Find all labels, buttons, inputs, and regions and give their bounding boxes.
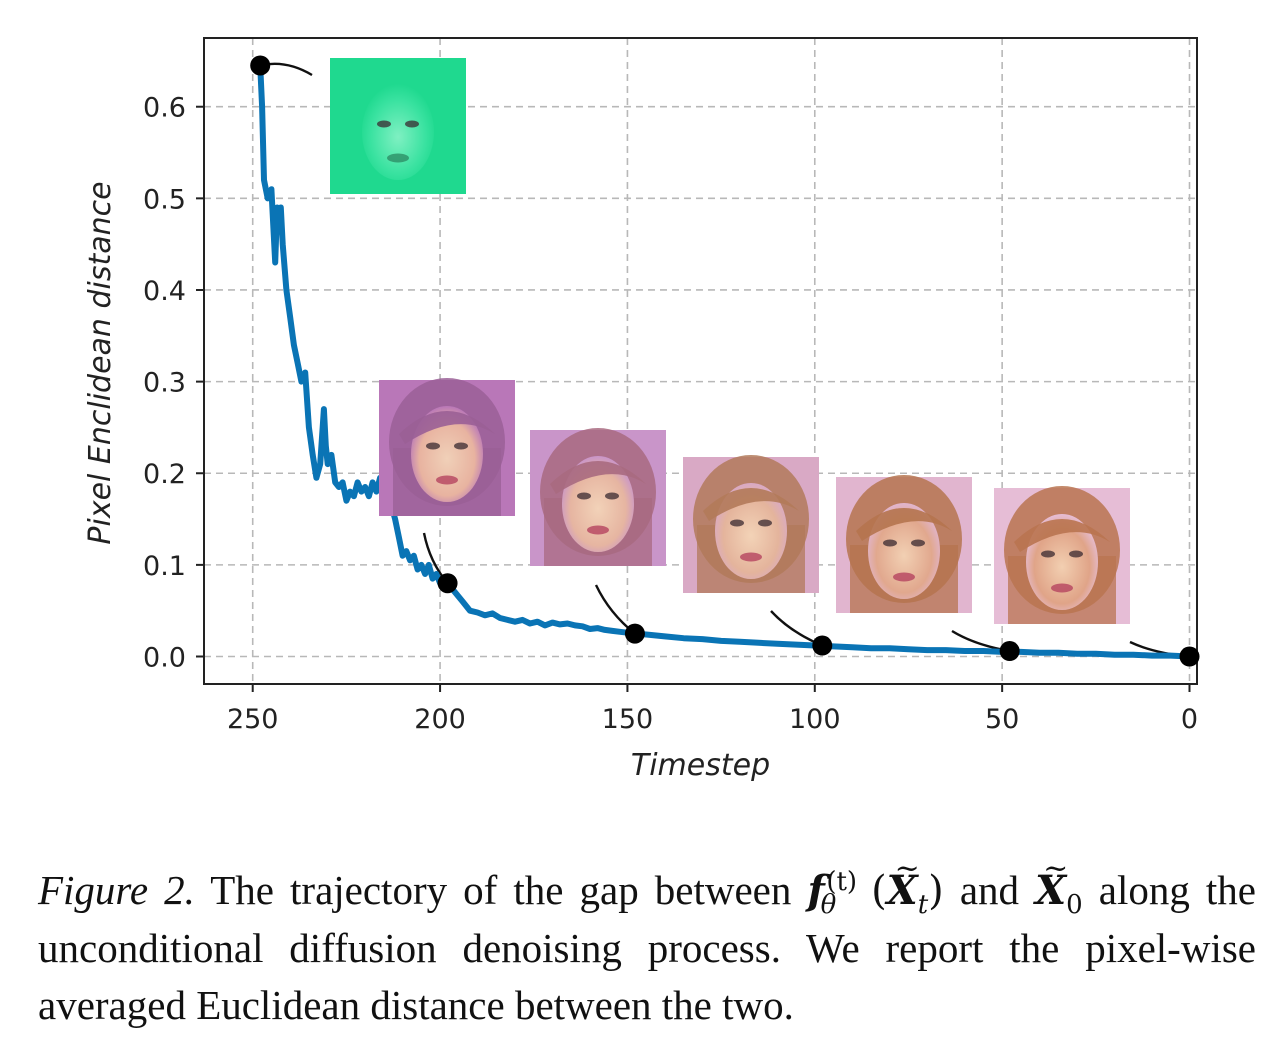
thumb-t50 [836,475,972,613]
y-tick-label: 0.2 [143,459,186,490]
thumb-t100 [683,455,819,593]
y-tick-label: 0.6 [143,93,186,124]
line-chart: 250 200 150 100 50 0 0.0 0.1 0.2 0.3 0.4 0.5 0.6 Tim… [83,37,1200,783]
thumb-t0 [994,486,1130,624]
thumb-t150 [530,428,666,566]
x-tick-label: 100 [789,704,841,735]
trajectory-marker [812,635,833,656]
y-tick-label: 0.0 [143,643,186,674]
trajectory-marker [624,623,645,644]
caption-math-x0: X0 [1035,840,1083,918]
trajectory-marker [999,641,1020,662]
plot-frame [203,37,1198,685]
caption-text-1: The trajectory of the gap between [210,867,792,913]
thumb-t250 [330,58,466,194]
y-tick-label: 0.1 [143,551,186,582]
markers [250,55,1200,667]
y-tick-label: 0.5 [143,184,186,215]
x-tick-label: 150 [602,704,654,735]
x-tick-label: 250 [227,704,279,735]
chart-figure: 250 200 150 100 50 0 0.0 0.1 0.2 0.3 0.4 0.5 0.6 Tim… [83,37,1200,783]
caption-math-f: fθ(t)(Xt) [807,840,943,918]
trajectory-marker [1179,646,1200,667]
trajectory-marker [437,573,458,594]
ticks: 250 200 150 100 50 0 0.0 0.1 0.2 0.3 0.4 0.5 0.6 [143,93,1198,735]
y-tick-label: 0.3 [143,368,186,399]
y-tick-label: 0.4 [143,276,186,307]
caption-text-2: along the unconditional diffusion denois… [38,867,1257,1028]
thumb-t200 [379,378,515,516]
y-axis-title: Pixel Enclidean distance [83,181,118,544]
x-axis-title: Timestep [631,748,770,783]
caption-label: Figure 2. [38,867,195,913]
thumbnails [330,58,1130,624]
x-tick-label: 0 [1181,704,1198,735]
x-tick-label: 200 [414,704,466,735]
figure-caption: Figure 2. The trajectory of the gap betw… [38,840,1257,1034]
x-tick-label: 50 [985,704,1019,735]
trajectory-marker [250,55,271,76]
caption-and: and [959,867,1020,913]
